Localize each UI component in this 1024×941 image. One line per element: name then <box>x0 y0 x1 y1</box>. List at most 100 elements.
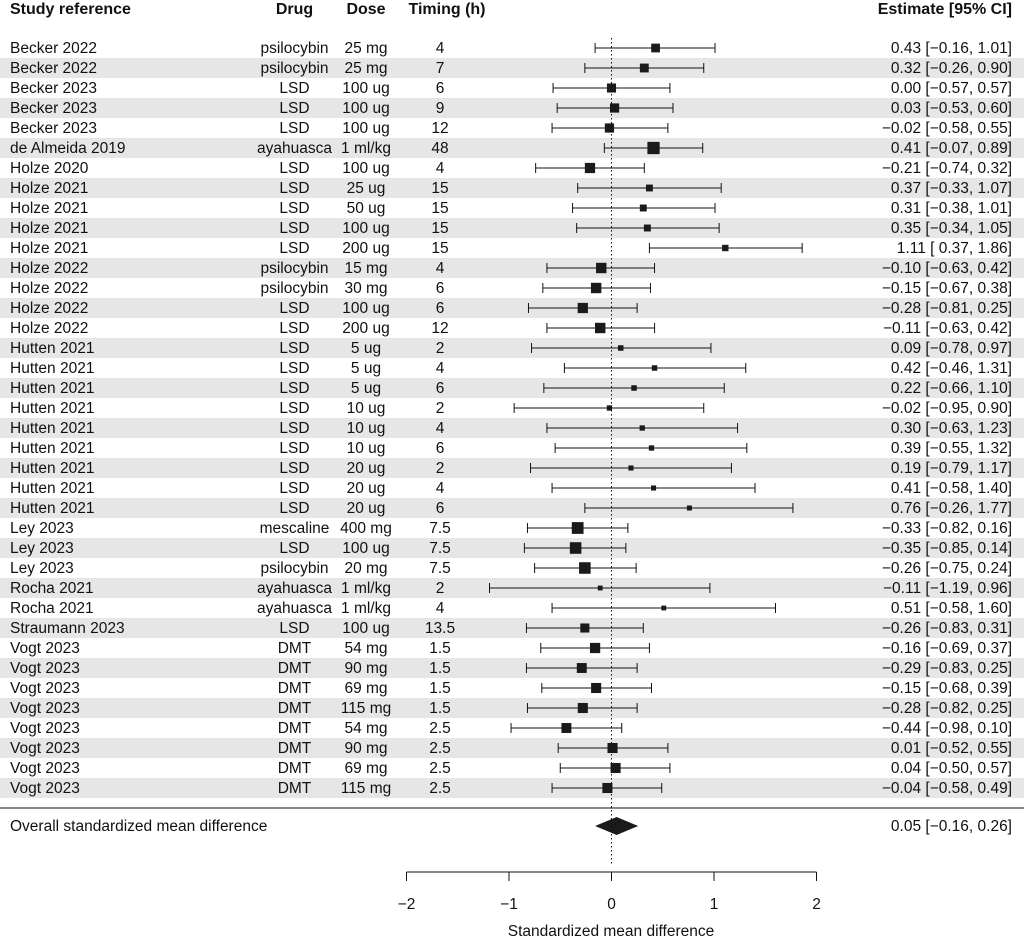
table-row: Holze 2022 LSD 200 ug 12 −0.11 [−0.63, 0.42] <box>10 320 1012 337</box>
study-reference: Vogt 2023 <box>10 780 80 797</box>
timing: 7.5 <box>429 560 451 577</box>
estimate-ci-label: 0.00 [−0.57, 0.57] <box>891 80 1012 97</box>
x-axis-label: Standardized mean difference <box>508 923 715 940</box>
study-reference: Becker 2022 <box>10 40 97 57</box>
dose: 54 mg <box>344 720 387 737</box>
timing: 13.5 <box>425 620 455 637</box>
x-tick-label: 1 <box>710 896 719 913</box>
timing: 6 <box>436 500 445 517</box>
dose: 1 ml/kg <box>341 600 391 617</box>
dose: 5 ug <box>351 340 381 357</box>
drug: LSD <box>279 240 309 257</box>
study-reference: Hutten 2021 <box>10 440 94 457</box>
point-estimate-marker <box>645 184 653 192</box>
study-reference: Vogt 2023 <box>10 660 80 677</box>
dose: 100 ug <box>342 160 389 177</box>
dose: 115 mg <box>341 780 392 797</box>
point-estimate-marker <box>639 63 649 73</box>
table-row: Becker 2023 LSD 100 ug 12 −0.02 [−0.58, 0.55… <box>10 120 1012 137</box>
estimate-ci-label: −0.11 [−0.63, 0.42] <box>883 320 1012 337</box>
estimate-ci-label: −0.26 [−0.75, 0.24] <box>882 560 1012 577</box>
x-tick-label: 2 <box>812 896 821 913</box>
estimate-ci-label: 0.76 [−0.26, 1.77] <box>891 500 1012 517</box>
dose: 54 mg <box>344 640 387 657</box>
drug: LSD <box>279 80 309 97</box>
point-estimate-marker <box>628 465 634 471</box>
dose: 90 mg <box>344 660 387 677</box>
estimate-ci-label: 0.51 [−0.58, 1.60] <box>891 600 1012 617</box>
study-reference: Holze 2021 <box>10 180 88 197</box>
point-estimate-marker <box>569 542 582 554</box>
study-reference: Holze 2022 <box>10 260 88 277</box>
point-estimate-marker <box>651 365 658 371</box>
estimate-ci-label: 0.41 [−0.58, 1.40] <box>891 480 1012 497</box>
table-row: Hutten 2021 LSD 5 ug 2 0.09 [−0.78, 0.97] <box>10 340 1012 357</box>
row-stripe <box>0 538 1024 558</box>
table-row: Becker 2022 psilocybin 25 mg 7 0.32 [−0.26, … <box>10 60 1012 77</box>
study-reference: Holze 2022 <box>10 320 88 337</box>
estimate-ci-label: −0.35 [−0.85, 0.14] <box>882 540 1012 557</box>
study-reference: Hutten 2021 <box>10 340 94 357</box>
dose: 10 ug <box>347 420 386 437</box>
table-row: Vogt 2023 DMT 115 mg 1.5 −0.28 [−0.82, 0.25] <box>10 700 1012 717</box>
study-reference: Ley 2023 <box>10 560 74 577</box>
study-reference: Becker 2023 <box>10 120 97 137</box>
study-reference: Hutten 2021 <box>10 460 94 477</box>
study-reference: Rocha 2021 <box>10 600 94 617</box>
timing: 2 <box>436 340 445 357</box>
drug: LSD <box>279 300 309 317</box>
study-reference: Becker 2023 <box>10 80 97 97</box>
timing: 1.5 <box>429 640 451 657</box>
estimate-ci-label: −0.15 [−0.67, 0.38] <box>882 280 1012 297</box>
study-reference: Holze 2021 <box>10 240 88 257</box>
row-stripe <box>0 418 1024 438</box>
point-estimate-marker <box>661 605 667 611</box>
study-reference: Vogt 2023 <box>10 760 80 777</box>
timing: 4 <box>436 40 445 57</box>
timing: 4 <box>436 420 445 437</box>
estimate-ci-label: 0.37 [−0.33, 1.07] <box>891 180 1012 197</box>
table-row: Vogt 2023 DMT 115 mg 2.5 −0.04 [−0.58, 0.49] <box>10 780 1012 797</box>
point-estimate-marker <box>639 204 647 212</box>
estimate-ci-label: 0.03 [−0.53, 0.60] <box>891 100 1012 117</box>
table-row: Rocha 2021 ayahuasca 1 ml/kg 4 0.51 [−0.58, … <box>10 600 1012 617</box>
row-stripe <box>0 258 1024 278</box>
timing: 2 <box>436 400 445 417</box>
point-estimate-marker <box>577 702 588 714</box>
table-row: Hutten 2021 LSD 20 ug 4 0.41 [−0.58, 1.40] <box>10 480 1012 497</box>
drug: psilocybin <box>260 260 328 277</box>
dose: 100 ug <box>342 100 389 117</box>
point-estimate-marker <box>606 83 617 93</box>
drug: psilocybin <box>260 280 328 297</box>
study-reference: Holze 2021 <box>10 220 88 237</box>
drug: DMT <box>278 680 312 697</box>
study-reference: Vogt 2023 <box>10 740 80 757</box>
row-stripe <box>0 138 1024 158</box>
study-reference: Rocha 2021 <box>10 580 94 597</box>
x-tick-label: −1 <box>500 896 518 913</box>
study-reference: de Almeida 2019 <box>10 140 125 157</box>
point-estimate-marker <box>639 425 645 431</box>
header-timing: Timing (h) <box>408 1 485 18</box>
table-row: Vogt 2023 DMT 69 mg 1.5 −0.15 [−0.68, 0.39] <box>10 680 1012 697</box>
point-estimate-marker <box>607 742 618 754</box>
row-stripe <box>0 338 1024 358</box>
table-row: Vogt 2023 DMT 90 mg 1.5 −0.29 [−0.83, 0.25] <box>10 660 1012 677</box>
timing: 1.5 <box>429 700 451 717</box>
study-reference: Vogt 2023 <box>10 640 80 657</box>
point-estimate-marker <box>686 505 692 511</box>
table-row: Ley 2023 LSD 100 ug 7.5 −0.35 [−0.85, 0.14] <box>10 540 1012 557</box>
dose: 1 ml/kg <box>341 140 391 157</box>
timing: 2.5 <box>429 740 451 757</box>
drug: LSD <box>279 460 309 477</box>
point-estimate-marker <box>590 282 602 294</box>
study-reference: Holze 2022 <box>10 280 88 297</box>
estimate-ci-label: −0.26 [−0.83, 0.31] <box>882 620 1012 637</box>
estimate-ci-label: 0.42 [−0.46, 1.31] <box>891 360 1012 377</box>
timing: 12 <box>431 120 448 137</box>
point-estimate-marker <box>650 485 657 491</box>
estimate-ci-label: 0.32 [−0.26, 0.90] <box>891 60 1012 77</box>
row-stripe <box>0 178 1024 198</box>
timing: 6 <box>436 300 445 317</box>
